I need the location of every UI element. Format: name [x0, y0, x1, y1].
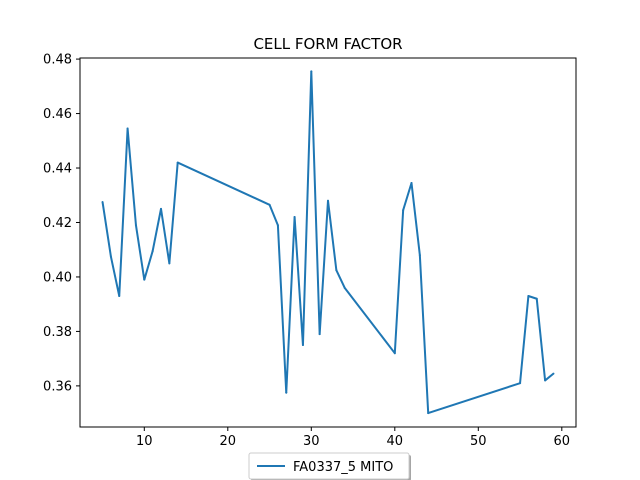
data-point: [151, 250, 154, 253]
x-axis: 10 20 30 40 50 60: [136, 427, 570, 449]
x-tick-label: 50: [470, 434, 487, 449]
y-tick-label: 0.48: [43, 53, 72, 68]
data-point: [126, 127, 129, 130]
y-tick-label: 0.40: [43, 270, 72, 285]
data-point: [418, 254, 421, 257]
series-layer: [101, 70, 555, 415]
x-tick-label: 20: [220, 434, 237, 449]
data-point: [402, 209, 405, 212]
y-tick-label: 0.42: [43, 216, 72, 231]
data-point: [276, 224, 279, 227]
data-point: [176, 161, 179, 164]
y-tick-label: 0.44: [43, 162, 72, 177]
data-point: [519, 382, 522, 385]
legend-box: [248, 452, 410, 480]
data-point: [343, 286, 346, 289]
data-point: [268, 203, 271, 206]
y-tick-label: 0.46: [43, 107, 72, 122]
data-point: [335, 269, 338, 272]
x-tick-label: 30: [303, 434, 320, 449]
data-point: [410, 181, 413, 184]
plot-area-frame: [79, 57, 577, 428]
data-point: [285, 391, 288, 394]
data-point: [134, 224, 137, 227]
data-point: [327, 199, 329, 202]
data-point: [143, 278, 146, 281]
data-point: [544, 379, 547, 382]
legend: FA0337_5 MITO: [248, 452, 411, 480]
data-point: [552, 372, 555, 375]
data-point: [159, 207, 162, 210]
data-point: [527, 295, 530, 298]
data-point: [301, 344, 304, 347]
data-point: [109, 255, 112, 258]
x-tick-label: 40: [387, 434, 404, 449]
y-axis: 0.36 0.38 0.40 0.42 0.44 0.46 0.48: [43, 53, 80, 394]
y-tick-label: 0.36: [43, 379, 72, 394]
data-point: [293, 216, 296, 219]
x-tick-label: 60: [554, 434, 571, 449]
x-tick-label: 10: [136, 434, 153, 449]
data-point: [393, 352, 396, 355]
data-point: [318, 333, 321, 336]
legend-label: FA0337_5 MITO: [293, 460, 393, 475]
data-point: [101, 201, 104, 204]
data-point: [535, 297, 538, 300]
data-point: [118, 295, 121, 298]
y-tick-label: 0.38: [43, 325, 72, 340]
data-point: [310, 70, 313, 73]
series-line: [101, 70, 555, 415]
data-point: [427, 412, 430, 415]
chart-title: CELL FORM FACTOR: [253, 35, 402, 53]
data-point: [168, 262, 171, 265]
